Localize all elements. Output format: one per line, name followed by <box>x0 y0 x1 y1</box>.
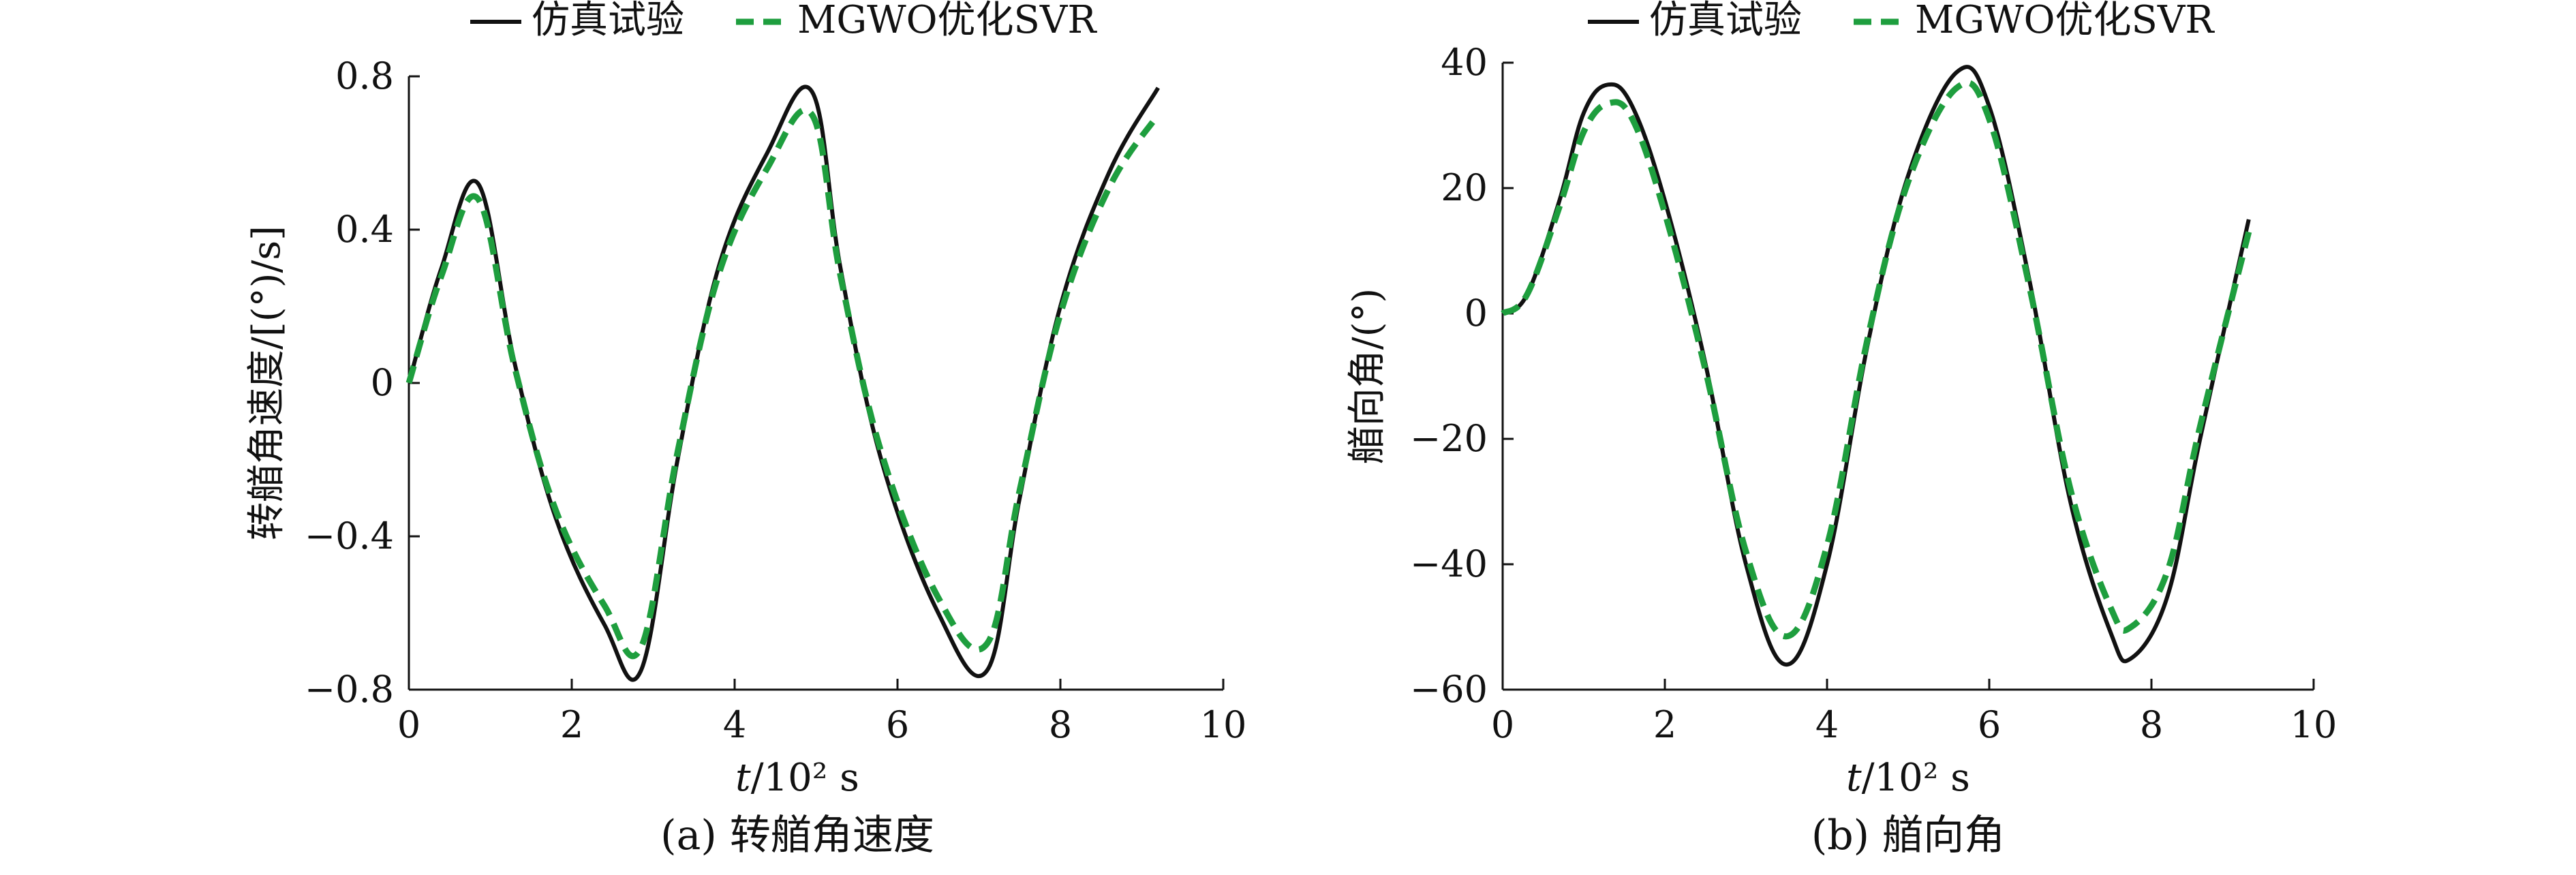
x-tick-label: 0 <box>397 703 420 746</box>
x-axis-unit: /10² s <box>1862 756 1970 800</box>
chart-panel-a: 0 2 4 6 8 10 −0.8 −0.4 0 0.4 0.8 转艏角速度/[(°)/s] t/10²… <box>245 0 1246 859</box>
x-tick-label: 6 <box>1978 703 2001 746</box>
x-axis-variable: t <box>735 756 751 800</box>
legend-label: 仿真试验 <box>532 0 684 42</box>
x-axis-variable: t <box>1846 756 1862 800</box>
series-line-mgwo-svr <box>405 106 1161 660</box>
panel-caption: (a) 转艏角速度 <box>660 812 934 859</box>
y-tick-label: −0.4 <box>305 515 394 557</box>
y-tick-label: 40 <box>1441 41 1488 84</box>
x-tick-label: 2 <box>1653 703 1676 746</box>
legend-label: MGWO优化SVR <box>1915 0 2215 42</box>
y-axis-label: 艏向角/(°) <box>1345 288 1390 465</box>
x-tick-label: 10 <box>1200 703 1247 746</box>
y-tick-label: 0.8 <box>335 55 394 97</box>
y-tick-label: 0 <box>371 361 394 404</box>
x-tick-label: 10 <box>2290 703 2337 746</box>
y-tick-label: 20 <box>1441 166 1488 209</box>
x-tick-label: 8 <box>1049 703 1072 746</box>
y-tick-label: −60 <box>1410 668 1488 711</box>
panel-caption: (b) 艏向角 <box>1811 812 2005 859</box>
x-tick-label: 6 <box>886 703 909 746</box>
y-tick-label: −40 <box>1410 542 1488 585</box>
series-line-mgwo-svr <box>1501 79 2252 640</box>
legend-label: 仿真试验 <box>1649 0 1802 42</box>
x-axis-label: t/10² s <box>735 756 859 800</box>
series-line-simulation <box>1501 65 2251 667</box>
y-tick-label: 0.4 <box>335 208 394 251</box>
x-tick-label: 2 <box>560 703 583 746</box>
x-tick-label: 0 <box>1491 703 1514 746</box>
x-axis-label: t/10² s <box>1846 756 1970 800</box>
chart-panel-b: 0 2 4 6 8 10 −60 −40 −20 0 20 40 艏向角/(°) t/10² s 仿真试验 M… <box>1345 0 2337 859</box>
x-tick-label: 8 <box>2140 703 2163 746</box>
x-axis-unit: /10² s <box>751 756 859 800</box>
y-tick-label: −0.8 <box>305 668 394 711</box>
x-tick-label: 4 <box>1815 703 1839 746</box>
x-tick-label: 4 <box>723 703 746 746</box>
y-tick-label: −20 <box>1410 417 1488 460</box>
y-axis-label: 转艏角速度/[(°)/s] <box>245 226 289 540</box>
legend-label: MGWO优化SVR <box>797 0 1097 42</box>
y-tick-label: 0 <box>1465 292 1488 335</box>
